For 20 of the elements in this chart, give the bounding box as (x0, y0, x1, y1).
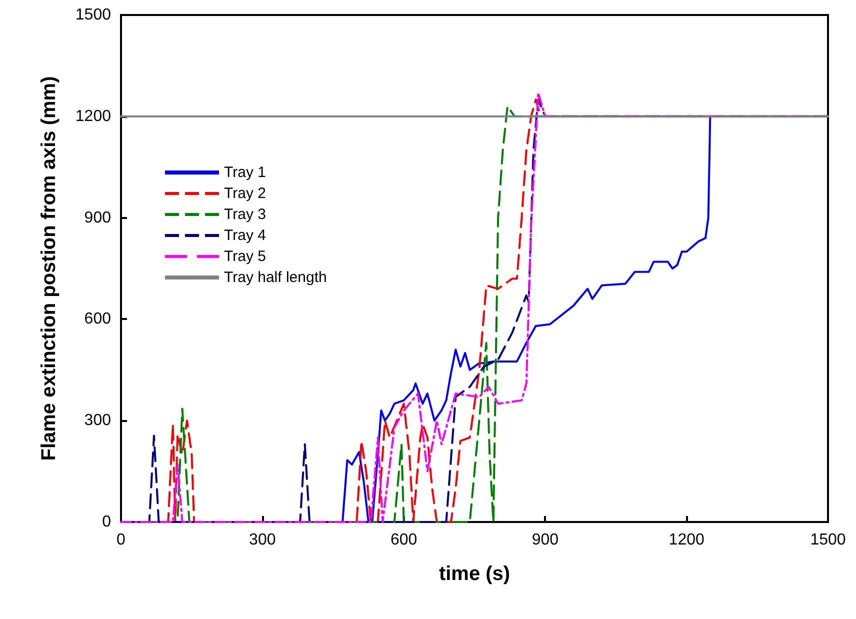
y-tick-label: 600 (84, 310, 112, 328)
legend-label: Tray half length (224, 269, 327, 286)
legend-label: Tray 4 (224, 227, 266, 244)
y-tick-label: 900 (84, 209, 112, 226)
x-tick-label: 600 (390, 532, 418, 548)
legend-label: Tray 3 (224, 206, 266, 223)
x-tick-label: 900 (532, 532, 559, 548)
legend-label: Tray 1 (224, 164, 266, 181)
x-tick-label: 0 (116, 532, 126, 548)
legend-label: Tray 2 (224, 185, 266, 202)
y-tick-label: 0 (102, 514, 112, 530)
y-tick-label: 1500 (75, 6, 112, 24)
y-axis-title: Flame extinction postion from axis (mm) (38, 76, 60, 461)
legend-label: Tray 5 (224, 248, 266, 265)
x-tick-label: 1200 (668, 532, 704, 548)
x-tick-label: 1500 (810, 532, 846, 548)
y-tick-label: 300 (84, 412, 112, 430)
x-tick-label: 300 (249, 532, 276, 548)
x-axis-title: time (s) (438, 563, 510, 585)
y-tick-label: 1200 (75, 108, 112, 125)
